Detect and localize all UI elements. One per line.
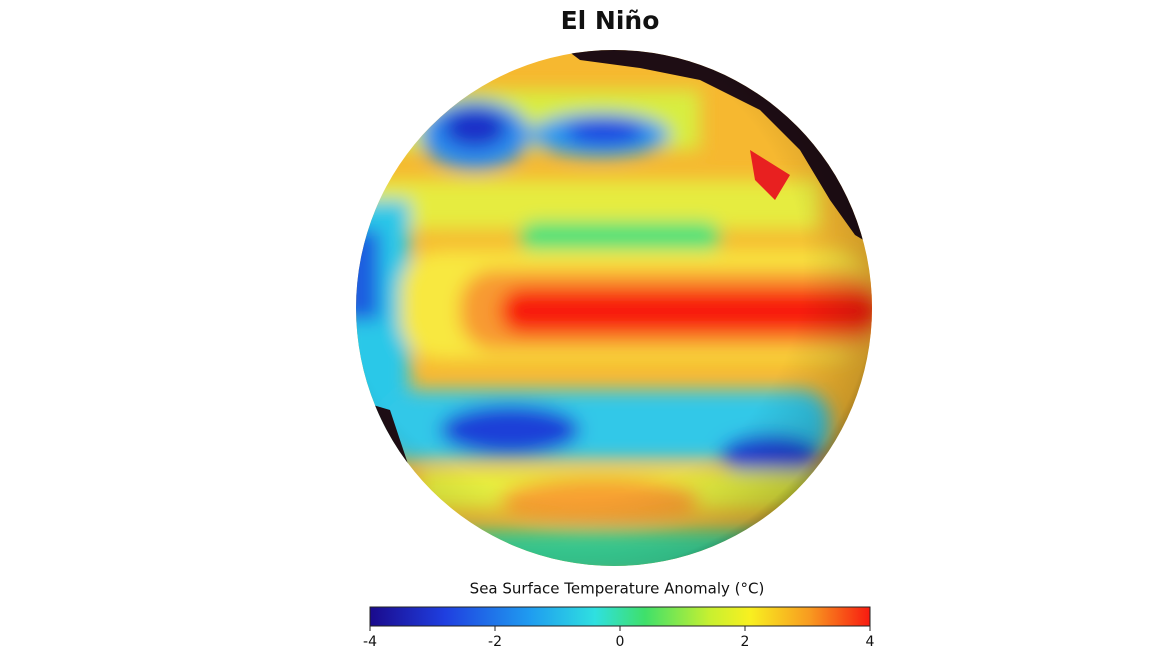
colorbar: [369, 606, 871, 627]
colorbar-ticks: -4 -2 0 2 4: [363, 626, 875, 650]
colorbar-label: Sea Surface Temperature Anomaly (°C): [470, 580, 765, 598]
globe: [356, 50, 872, 566]
tick-label: -2: [488, 634, 502, 650]
tick-label: 4: [866, 634, 875, 650]
tick-label: -4: [363, 634, 377, 650]
tick-label: 2: [741, 634, 750, 650]
tick-label: 0: [616, 634, 625, 650]
title: El Niño: [561, 6, 660, 35]
